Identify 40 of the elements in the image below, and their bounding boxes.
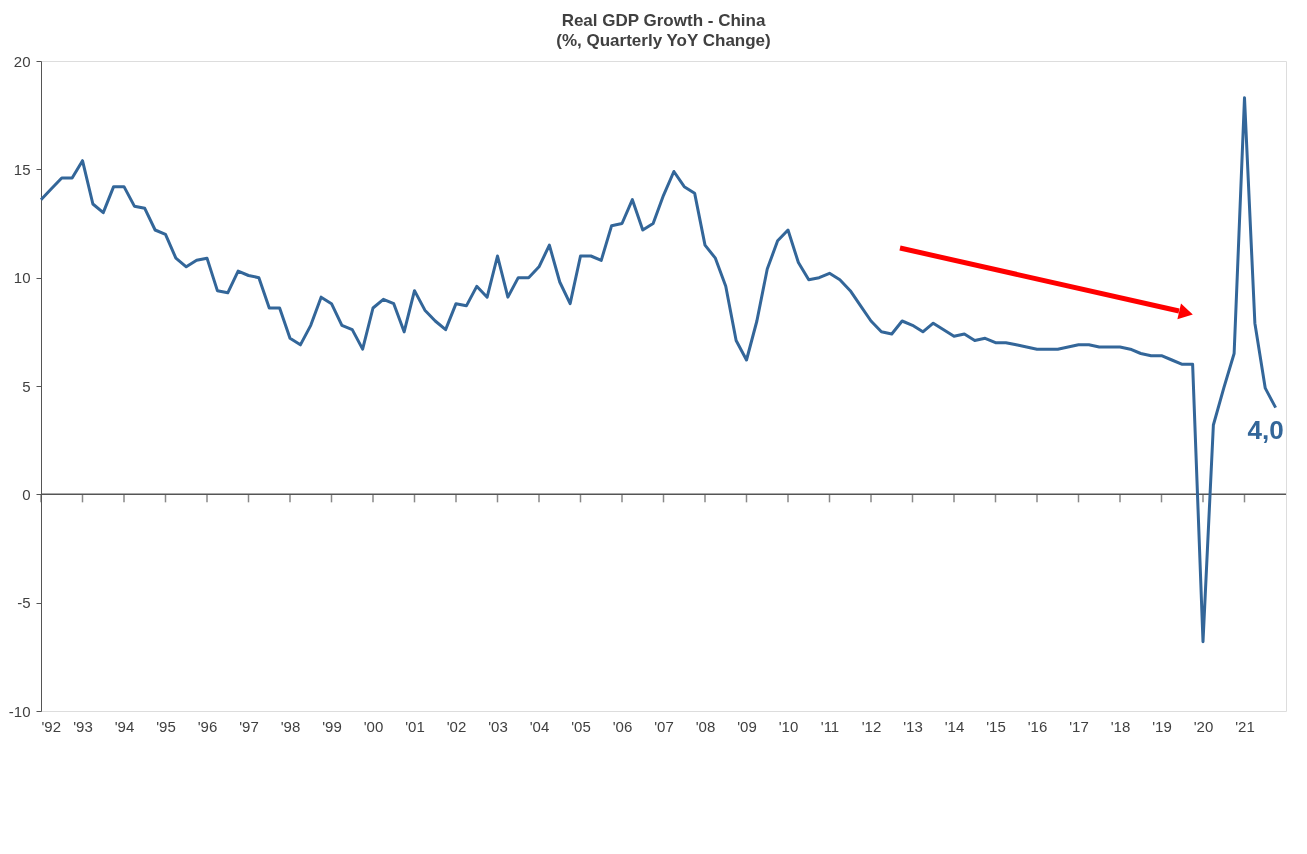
x-tick-label: '15 (986, 717, 1006, 735)
x-tick-label: '18 (1110, 717, 1131, 735)
x-tick-label: '94 (114, 717, 135, 735)
y-tick-label: 15 (13, 160, 31, 178)
x-tick-label: '96 (197, 717, 218, 735)
x-tick-label: '01 (405, 717, 425, 735)
y-tick-label: 10 (13, 269, 31, 287)
x-tick-label: '97 (239, 717, 259, 735)
x-tick-label: '10 (778, 717, 799, 735)
y-tick-label: -10 (8, 702, 31, 720)
x-tick-label: '06 (612, 717, 633, 735)
x-tick-label: '20 (1193, 717, 1214, 735)
x-tick-label: '17 (1069, 717, 1089, 735)
y-tick-label: 5 (22, 377, 31, 395)
x-tick-label: '14 (944, 717, 965, 735)
x-tick-label: '11 (820, 717, 840, 735)
x-tick-label: '93 (73, 717, 93, 735)
x-tick-label: '09 (737, 717, 757, 735)
x-tick-label: '16 (1027, 717, 1048, 735)
x-tick-label: '19 (1152, 717, 1172, 735)
x-tick-label: '21 (1235, 717, 1255, 735)
chart-title: Real GDP Growth - China (561, 11, 766, 30)
x-tick-label: '05 (571, 717, 591, 735)
chart-subtitle: (%, Quarterly YoY Change) (556, 31, 771, 50)
y-tick-label: -5 (17, 594, 31, 612)
y-tick-label: 20 (13, 52, 31, 70)
x-tick-label: '07 (654, 717, 674, 735)
x-tick-label: '95 (156, 717, 176, 735)
x-tick-label: '08 (695, 717, 716, 735)
annotation: 4,0 (1247, 414, 1284, 445)
x-tick-label: '13 (903, 717, 923, 735)
x-tick-label: '04 (529, 717, 550, 735)
x-tick-label: '03 (488, 717, 508, 735)
x-tick-label: '98 (280, 717, 301, 735)
x-tick-label: '02 (446, 717, 467, 735)
x-tick-label: '99 (322, 717, 342, 735)
x-tick-label: '92 (41, 717, 62, 735)
y-tick-label: 0 (22, 485, 31, 503)
x-tick-label: '00 (363, 717, 384, 735)
x-tick-label: '12 (861, 717, 882, 735)
